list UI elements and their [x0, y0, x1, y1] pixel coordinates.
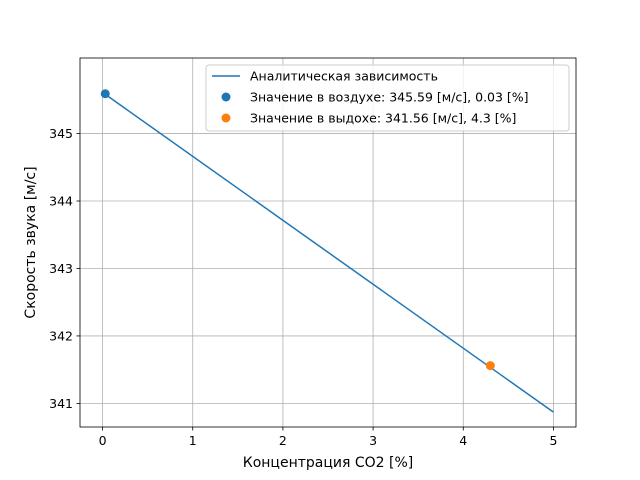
x-tick-label: 1: [189, 433, 197, 448]
legend-swatch-marker: [221, 113, 231, 123]
y-tick-label: 343: [49, 261, 73, 276]
y-tick-label: 342: [49, 328, 73, 343]
plot-frame: [79, 57, 577, 428]
x-axis-label: Концентрация CO2 [%]: [243, 455, 413, 471]
legend-label: Значение в воздухе: 345.59 [м/с], 0.03 […: [250, 90, 529, 105]
y-tick-label: 344: [49, 194, 73, 209]
x-tick-label: 5: [549, 433, 557, 448]
legend-box: [205, 64, 570, 132]
legend: Аналитическая зависимость Значение в возд…: [205, 64, 570, 132]
data-point-1: [100, 89, 110, 99]
series-layer: [100, 89, 554, 413]
x-tick-label: 4: [459, 433, 467, 448]
x-tick-label: 3: [369, 433, 377, 448]
data-point-2: [485, 361, 495, 371]
x-tick-label: 0: [99, 433, 107, 448]
y-tick-label: 341: [49, 396, 73, 411]
y-axis-label: Скорость звука [м/с]: [23, 166, 39, 318]
x-tick-label: 2: [279, 433, 287, 448]
legend-label: Значение в выдохе: 341.56 [м/с], 4.3 [%]: [250, 111, 516, 126]
legend-swatch-marker: [221, 92, 231, 102]
series-line-analytic: [102, 91, 554, 413]
legend-label: Аналитическая зависимость: [250, 69, 438, 84]
y-tick-label: 345: [49, 126, 73, 141]
